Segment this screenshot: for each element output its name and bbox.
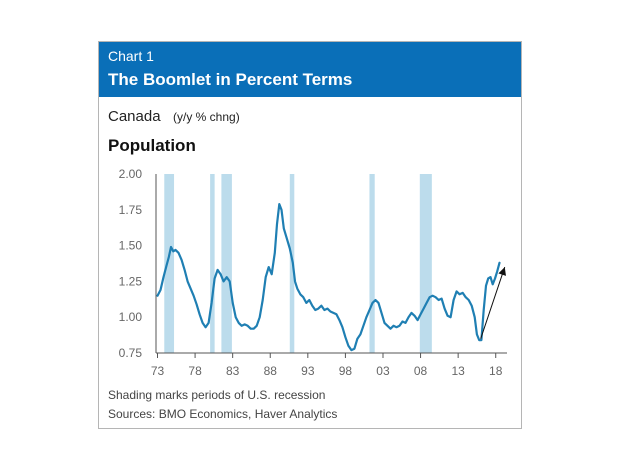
unit-label: (y/y % chng) bbox=[173, 110, 240, 124]
sources-note: Sources: BMO Economics, Haver Analytics bbox=[108, 407, 338, 421]
y-tick-label: 1.50 bbox=[119, 239, 143, 253]
x-tick-label: 88 bbox=[264, 364, 278, 378]
chart-header: Chart 1 The Boomlet in Percent Terms bbox=[99, 42, 521, 97]
arrow-head bbox=[498, 267, 506, 276]
x-tick-label: 98 bbox=[339, 364, 353, 378]
recession-band bbox=[164, 174, 175, 353]
axes bbox=[155, 174, 507, 358]
x-tick-label: 03 bbox=[376, 364, 390, 378]
recession-band bbox=[419, 174, 432, 353]
tick-labels: 0.75 1.00 1.25 1.50 1.75 2.00 73 78 83 88 93 98 03 08… bbox=[119, 167, 503, 378]
chart-number: Chart 1 bbox=[108, 48, 154, 64]
subtitle-line: Canada (y/y % chng) bbox=[108, 108, 240, 126]
x-tick-label: 93 bbox=[301, 364, 315, 378]
x-tick-label: 08 bbox=[414, 364, 428, 378]
recession-band bbox=[210, 174, 215, 353]
x-tick-label: 73 bbox=[151, 364, 165, 378]
x-tick-label: 18 bbox=[489, 364, 503, 378]
y-tick-label: 0.75 bbox=[119, 346, 143, 360]
line-chart: 0.75 1.00 1.25 1.50 1.75 2.00 73 78 83 88 93 98 03 08… bbox=[119, 167, 507, 378]
x-tick-label: 78 bbox=[188, 364, 202, 378]
arrow-shaft bbox=[480, 266, 506, 339]
chart-title: The Boomlet in Percent Terms bbox=[108, 70, 353, 89]
y-tick-label: 1.25 bbox=[119, 274, 143, 288]
recession-band bbox=[221, 174, 232, 353]
panel-title: Population bbox=[108, 136, 196, 155]
trend-arrow bbox=[480, 266, 506, 339]
recession-band bbox=[369, 174, 375, 353]
series-line bbox=[156, 203, 501, 352]
x-tick-label: 13 bbox=[451, 364, 465, 378]
x-tick-label: 83 bbox=[226, 364, 240, 378]
y-tick-label: 1.00 bbox=[119, 310, 143, 324]
y-tick-label: 2.00 bbox=[119, 167, 143, 181]
population-series bbox=[156, 203, 501, 352]
recession-note: Shading marks periods of U.S. recession bbox=[108, 388, 326, 402]
region-label: Canada bbox=[108, 108, 161, 125]
chart-panel: Chart 1 The Boomlet in Percent Terms Can… bbox=[98, 41, 522, 429]
y-tick-label: 1.75 bbox=[119, 203, 143, 217]
